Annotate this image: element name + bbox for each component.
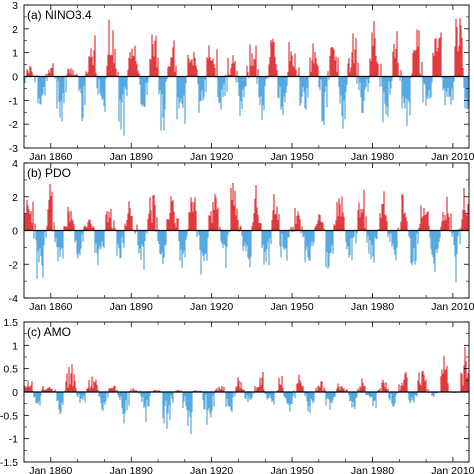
nino34-y-tick-label: -1 [9,95,18,107]
pdo-x-tick-label: Jan 2010 [431,301,474,313]
amo-x-tick-label: Jan 1920 [190,465,233,474]
nino34-title: (a) NINO3.4 [27,8,92,22]
pdo-y-axis: -4 -2 0 2 4 [9,158,469,305]
pdo-negative-bars [33,230,461,283]
amo-y-tick-label: -0.5 [0,410,18,422]
nino34-y-tick-label: -2 [9,119,18,131]
pdo-x-tick-label: Jan 1950 [270,301,313,313]
amo-y-tick-label: -1 [9,434,18,446]
amo-bars [24,347,469,435]
nino34-x-tick-label: Jan 1860 [29,151,72,163]
amo-y-tick-label: 0 [12,387,18,399]
amo-x-tick-label: Jan 1860 [29,465,72,474]
nino34-x-axis: Jan 1860 Jan 1890 Jan 1920 Jan 1950 Jan 1980… [29,5,474,163]
pdo-x-tick-label: Jan 1860 [29,301,72,313]
amo-title: (c) AMO [27,325,71,339]
pdo-panel: -4 -2 0 2 4 Jan 1860 Jan 1890 Jan 1920 Jan 1950… [9,158,474,313]
nino34-y-axis: -3 -2 -1 0 1 2 3 [9,0,469,155]
amo-y-tick-label: 0.5 [3,364,18,376]
amo-positive-bars [24,347,469,392]
pdo-title: (b) PDO [27,166,71,180]
nino34-y-tick-label: -3 [9,143,18,155]
amo-x-axis: Jan 1860 Jan 1890 Jan 1920 Jan 1950 Jan 1980… [29,322,474,474]
pdo-y-tick-label: 4 [12,158,18,170]
amo-y-tick-label: -1.5 [0,457,18,469]
pdo-positive-bars [24,183,469,231]
nino34-positive-bars [26,18,464,77]
nino34-x-tick-label: Jan 2010 [431,151,474,163]
nino34-bars [24,18,469,136]
pdo-x-tick-label: Jan 1890 [110,301,153,313]
pdo-y-tick-label: -2 [9,259,18,271]
nino34-x-tick-label: Jan 1890 [110,151,153,163]
nino34-y-tick-label: 1 [12,48,18,60]
pdo-y-tick-label: 2 [12,192,18,204]
amo-x-tick-label: Jan 2010 [431,465,474,474]
pdo-x-tick-label: Jan 1920 [190,301,233,313]
amo-negative-bars [33,392,460,435]
amo-y-tick-label: 1 [12,340,18,352]
pdo-x-tick-label: Jan 1980 [351,301,394,313]
nino34-negative-bars [24,76,469,136]
nino34-y-tick-label: 2 [12,24,18,36]
nino34-x-tick-label: Jan 1980 [351,151,394,163]
nino34-x-tick-label: Jan 1920 [190,151,233,163]
amo-panel: -1.5-1-0.500.511.5 Jan 1860 Jan 1890 Jan 1… [0,317,474,474]
amo-y-tick-label: 1.5 [3,317,18,329]
pdo-y-tick-label: -4 [9,293,18,305]
nino34-y-tick-label: 0 [12,72,18,84]
pdo-bars [24,183,469,283]
amo-x-tick-label: Jan 1890 [110,465,153,474]
amo-x-tick-label: Jan 1950 [270,465,313,474]
amo-x-tick-label: Jan 1980 [351,465,394,474]
pdo-x-axis: Jan 1860 Jan 1890 Jan 1920 Jan 1950 Jan 1980… [29,163,474,313]
amo-y-axis: -1.5 -1 -0.5 0 0.5 1 1.5 [0,317,469,469]
pdo-y-tick-label: 0 [12,226,18,238]
nino34-x-tick-label: Jan 1950 [270,151,313,163]
nino34-y-tick-label: 3 [12,0,18,12]
